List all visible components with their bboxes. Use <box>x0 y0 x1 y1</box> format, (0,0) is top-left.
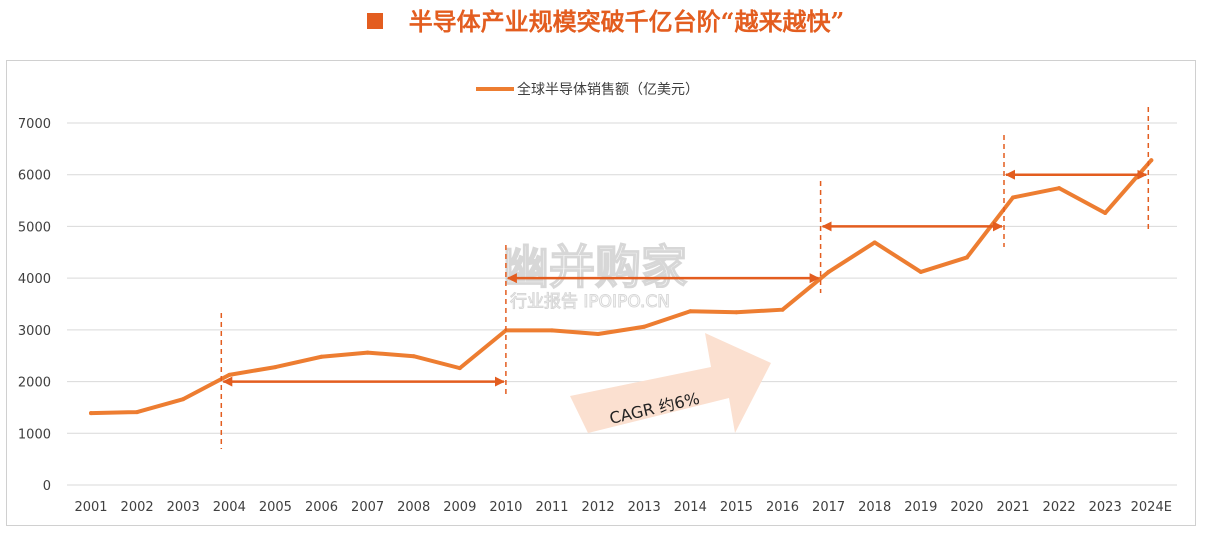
data-point <box>319 354 324 359</box>
series-layer <box>89 158 1154 416</box>
x-tick-label: 2023 <box>1089 500 1122 515</box>
legend: 全球半导体销售额（亿美元） <box>476 81 699 98</box>
x-tick-label: 2004 <box>213 500 246 515</box>
x-tick-label: 2014 <box>674 500 707 515</box>
x-tick-label: 2011 <box>535 500 568 515</box>
data-point <box>688 309 693 314</box>
data-point <box>227 372 232 377</box>
y-tick-label: 4000 <box>18 272 51 287</box>
milestone-arrows <box>220 107 1150 449</box>
data-point <box>780 307 785 312</box>
data-point <box>1011 195 1015 200</box>
x-tick-label: 2008 <box>397 500 430 515</box>
x-tick-label: 2021 <box>996 500 1029 515</box>
y-tick-label: 2000 <box>18 376 51 391</box>
x-tick-label: 2017 <box>812 500 845 515</box>
data-point <box>872 240 877 245</box>
y-tick-label: 1000 <box>18 427 51 442</box>
watermark-main: 幽并购家 <box>503 240 687 294</box>
y-tick-label: 3000 <box>18 324 51 339</box>
data-point <box>1103 210 1108 215</box>
x-tick-label: 2018 <box>858 500 891 515</box>
x-tick-label: 2012 <box>582 500 615 515</box>
x-tick-label: 2015 <box>720 500 753 515</box>
x-tick-label: 2019 <box>904 500 937 515</box>
x-tick-label: 2022 <box>1043 500 1076 515</box>
x-tick-label: 2016 <box>766 500 799 515</box>
y-tick-label: 5000 <box>18 220 51 235</box>
x-tick-label: 2001 <box>74 500 107 515</box>
x-tick-label: 2020 <box>950 500 983 515</box>
data-point <box>135 410 140 415</box>
x-tick-label: 2009 <box>443 500 476 515</box>
data-point <box>1057 186 1062 191</box>
x-tick-label: 2005 <box>259 500 292 515</box>
data-point <box>457 366 462 371</box>
x-tick-label: 2003 <box>167 500 200 515</box>
watermark: 幽并购家 行业报告 IPOIPO.CN <box>502 239 687 312</box>
data-point <box>826 269 831 274</box>
data-point <box>596 331 601 336</box>
data-point <box>550 328 554 333</box>
data-point <box>918 269 923 274</box>
x-tick-label: 2002 <box>121 500 154 515</box>
cagr-arrow-shape <box>570 333 771 433</box>
data-point <box>411 354 416 359</box>
data-point <box>181 397 186 402</box>
page-title: 半导体产业规模突破千亿台阶“越来越快” <box>0 4 1211 40</box>
y-tick-label: 7000 <box>18 117 51 132</box>
x-tick-label: 2010 <box>489 500 522 515</box>
x-tick-label: 2007 <box>351 500 384 515</box>
legend-label: 全球半导体销售额（亿美元） <box>517 81 699 98</box>
data-point <box>734 310 739 315</box>
y-tick-label: 6000 <box>18 169 51 184</box>
data-point <box>964 255 969 260</box>
x-tick-label: 2013 <box>628 500 661 515</box>
data-point <box>89 411 93 416</box>
x-axis-ticks: 2001 2002 2003 2004 2005 2006 2007 2008 2009 2010… <box>74 500 1172 515</box>
x-tick-label: 2024E <box>1131 500 1172 515</box>
page-title-text: 半导体产业规模突破千亿台阶“越来越快” <box>408 7 845 36</box>
data-point <box>365 350 370 355</box>
y-axis-ticks: 0 1000 2000 3000 4000 5000 6000 7000 <box>18 117 51 494</box>
series-line <box>89 158 1154 416</box>
x-tick-label: 2006 <box>305 500 338 515</box>
y-tick-label: 0 <box>43 479 51 494</box>
data-point <box>642 324 647 329</box>
cagr-annotation: CAGR 约6% <box>570 333 771 433</box>
title-square-marker <box>366 13 383 29</box>
data-point <box>273 365 278 370</box>
chart-frame: 0 1000 2000 3000 4000 5000 6000 7000 2001 2002 20… <box>6 60 1196 526</box>
data-point <box>1149 158 1154 163</box>
watermark-sub: 行业报告 IPOIPO.CN <box>510 292 670 312</box>
